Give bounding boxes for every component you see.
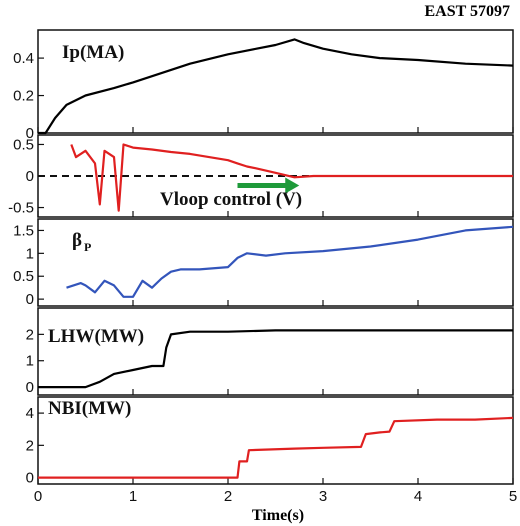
y-tick-label: 0.5 (13, 136, 34, 153)
x-tick-label: 1 (129, 488, 137, 505)
series-line (66, 225, 514, 298)
y-tick-label: -0.5 (8, 200, 34, 217)
y-tick-label: 2 (26, 326, 34, 343)
x-axis: 0 1 2 3 4 5 (34, 488, 517, 505)
panel-label: NBI(MW) (48, 398, 131, 419)
y-tick-label: 1.5 (13, 222, 34, 239)
panel-label: Ip(MA) (62, 42, 124, 63)
series-line (38, 329, 513, 389)
series-line (70, 143, 513, 212)
panel-frame (37, 307, 514, 396)
figure-label: EAST 57097 (424, 3, 510, 20)
y-tick-label: 0 (26, 470, 34, 487)
y-tick-label: 0.5 (13, 268, 34, 285)
panel-2: -0.5 0 0.5 Vloop control (V) (8, 134, 514, 218)
panel-label: β (72, 230, 82, 251)
series-line (38, 38, 514, 135)
y-tick-label: 0 (26, 291, 34, 308)
y-tick-label: 0.2 (13, 88, 34, 105)
y-tick-label: 4 (26, 405, 34, 422)
x-tick-label: 2 (224, 488, 232, 505)
y-tick-label: 0.4 (13, 50, 34, 67)
y-tick-label: 1 (26, 353, 34, 370)
panel-4: 0 1 2 LHW(MW) (26, 307, 514, 396)
panel-label-subscript: P (84, 240, 91, 254)
x-tick-label: 3 (319, 488, 327, 505)
y-tick-label: 0 (26, 379, 34, 396)
y-tick-label: 0 (26, 168, 34, 185)
x-tick-label: 4 (414, 488, 422, 505)
panel-3: 0 0.5 1 1.5 β P (13, 218, 514, 308)
panel-1: 0 0.2 0.4 Ip(MA) (13, 29, 514, 142)
y-tick-label: 2 (26, 437, 34, 454)
series-line (38, 416, 514, 479)
x-axis-label: Time(s) (252, 507, 304, 524)
y-tick-label: 1 (26, 245, 34, 262)
panel-frame (37, 396, 514, 485)
panel-frame (37, 218, 514, 307)
y-tick-label: 0 (26, 125, 34, 142)
x-tick-label: 0 (34, 488, 42, 505)
panel-frame (37, 29, 514, 134)
panel-label: Vloop control (V) (160, 189, 302, 210)
panel-label: LHW(MW) (48, 326, 144, 347)
x-tick-label: 5 (509, 488, 517, 505)
control-arrow-head (285, 177, 300, 194)
panel-5: 0 2 4 NBI(MW) (26, 396, 514, 487)
